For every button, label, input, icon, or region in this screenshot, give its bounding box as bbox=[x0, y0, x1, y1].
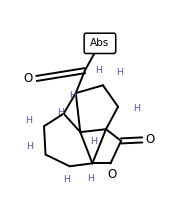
Text: H: H bbox=[87, 174, 94, 183]
Text: H: H bbox=[117, 68, 124, 76]
Text: H: H bbox=[57, 108, 64, 117]
Text: H: H bbox=[95, 66, 102, 74]
Text: H: H bbox=[90, 137, 97, 146]
Text: H: H bbox=[27, 142, 34, 151]
Text: H: H bbox=[133, 104, 140, 113]
Text: O: O bbox=[145, 133, 154, 147]
Text: O: O bbox=[23, 72, 33, 85]
Text: O: O bbox=[107, 168, 117, 181]
Text: H: H bbox=[25, 116, 32, 125]
FancyBboxPatch shape bbox=[84, 33, 116, 54]
Text: H: H bbox=[63, 175, 70, 184]
Text: Abs: Abs bbox=[90, 38, 110, 48]
Text: H: H bbox=[69, 91, 76, 99]
